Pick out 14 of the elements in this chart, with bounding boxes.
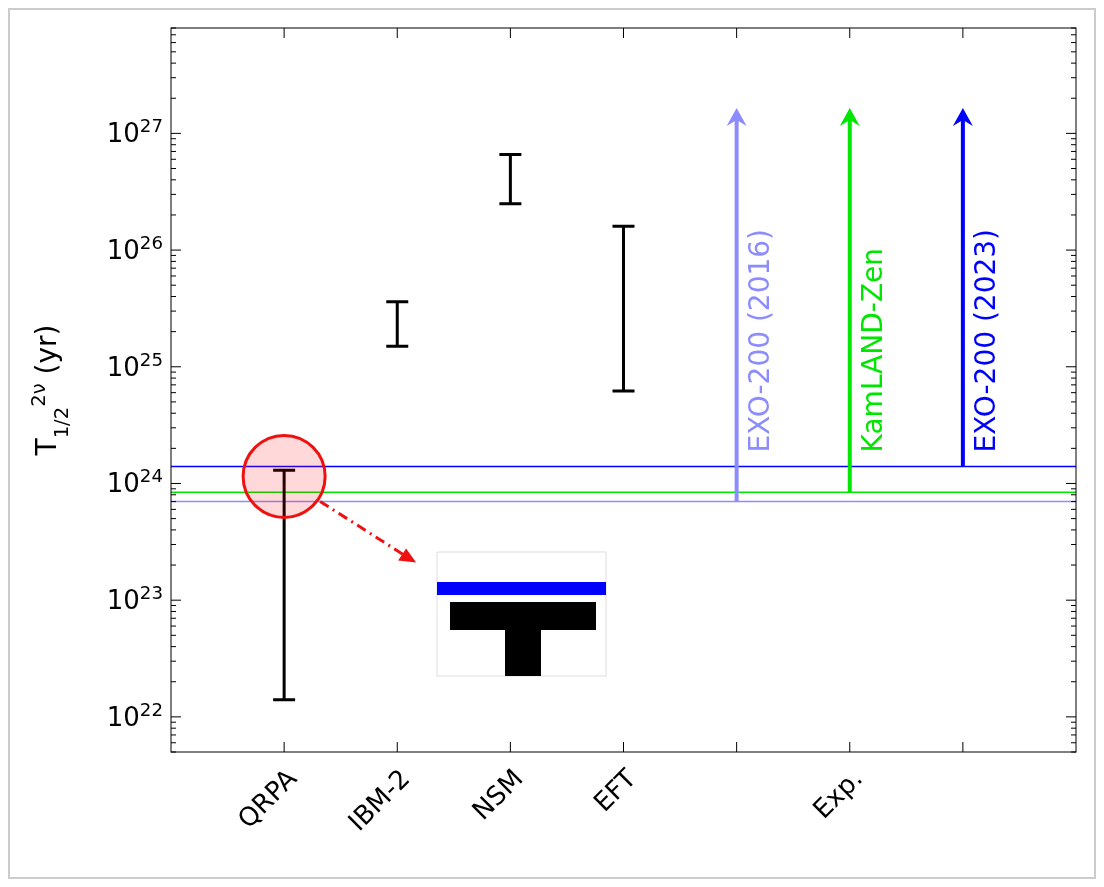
bar — [282, 470, 286, 700]
y-tick-label: 10$^{23}$ — [106, 581, 163, 616]
bar — [508, 154, 512, 204]
x-tick-label: Exp. — [806, 763, 868, 825]
ref-line-label: KamLAND-Zen — [855, 247, 889, 453]
y-tick-label: 10$^{24}$ — [106, 464, 163, 499]
bar — [622, 226, 625, 392]
y-tick-label: 10$^{25}$ — [106, 348, 163, 382]
y-tick-label: 10$^{27}$ — [106, 114, 163, 149]
ref-line-label: EXO-200 (2016) — [742, 228, 776, 453]
ref-line-label: EXO-200 (2023) — [968, 228, 1002, 453]
y-tick-label: 10$^{26}$ — [106, 231, 163, 266]
bar — [395, 301, 399, 347]
y-tick-label: 10$^{22}$ — [106, 698, 163, 732]
